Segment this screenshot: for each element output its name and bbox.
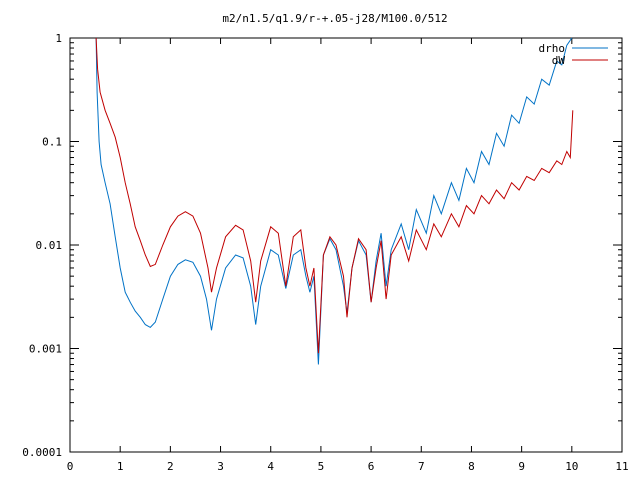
y-tick-label: 0.1 — [42, 136, 62, 149]
series-line-drho — [95, 37, 573, 365]
x-tick-label: 11 — [615, 460, 628, 473]
y-tick-label: 0.0001 — [22, 446, 62, 459]
x-tick-label: 2 — [167, 460, 174, 473]
x-tick-label: 5 — [318, 460, 325, 473]
x-tick-label: 4 — [267, 460, 274, 473]
legend-label-drho: drho — [539, 42, 566, 55]
y-tick-label: 0.001 — [29, 343, 62, 356]
x-tick-label: 8 — [468, 460, 475, 473]
plot-frame — [69, 37, 623, 453]
series-lines — [95, 37, 574, 365]
y-tick-label: 0.01 — [36, 239, 63, 252]
x-tick-label: 9 — [518, 460, 525, 473]
series-line-dW — [95, 37, 574, 354]
x-tick-label: 1 — [117, 460, 124, 473]
legend-label-dW: dW — [552, 54, 566, 67]
x-tick-label: 10 — [565, 460, 578, 473]
chart-title: m2/n1.5/q1.9/r-+.05-j28/M100.0/512 — [222, 12, 447, 25]
x-tick-label: 0 — [67, 460, 74, 473]
x-tick-label: 6 — [368, 460, 375, 473]
axis-ticks: 0 1 2 3 4 5 6 7 8 9 10 11 0.0001 0.001 0.01 0.1 1 — [22, 32, 628, 473]
x-tick-label: 7 — [418, 460, 425, 473]
x-tick-label: 3 — [217, 460, 224, 473]
y-tick-label: 1 — [55, 32, 62, 45]
